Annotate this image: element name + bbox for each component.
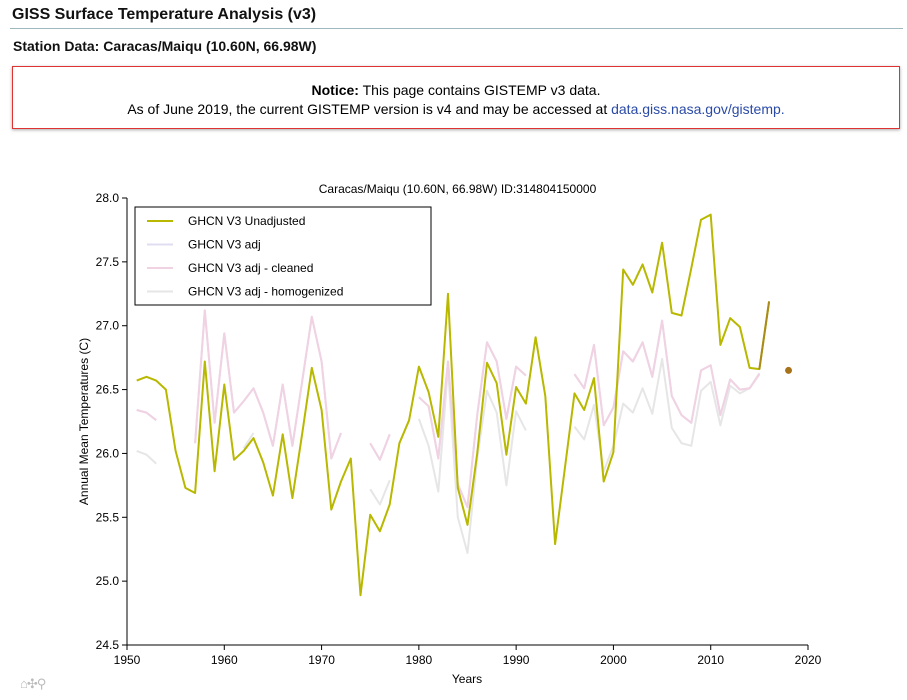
series-line-adj-cleaned bbox=[194, 309, 342, 460]
station-heading: Station Data: Caracas/Maiqu (10.60N, 66.… bbox=[13, 38, 317, 54]
legend-label: GHCN V3 adj - homogenized bbox=[188, 285, 343, 299]
series-line-homogenized bbox=[573, 357, 761, 473]
chart-title: Caracas/Maiqu (10.60N, 66.98W) ID:314804… bbox=[319, 182, 597, 196]
y-axis-title: Annual Mean Temperatures (C) bbox=[77, 338, 91, 505]
series-line-unadjusted bbox=[136, 213, 771, 597]
x-tick-label: 2000 bbox=[600, 653, 627, 667]
x-axis-title: Years bbox=[452, 672, 482, 686]
x-tick-label: 2020 bbox=[795, 653, 822, 667]
y-tick-label: 24.5 bbox=[96, 638, 120, 652]
series-line-homogenized bbox=[242, 432, 255, 449]
series-line-adj-cleaned bbox=[418, 341, 527, 509]
series-line-adj-cleaned bbox=[573, 319, 761, 427]
series-line-adj-cleaned bbox=[136, 409, 157, 421]
legend-label: GHCN V3 Unadjusted bbox=[188, 214, 305, 228]
notice-line-2: As of June 2019, the current GISTEMP ver… bbox=[13, 100, 899, 119]
notice-text: This page contains GISTEMP v3 data. bbox=[362, 82, 601, 98]
legend-box bbox=[134, 206, 432, 306]
y-tick-label: 28.0 bbox=[96, 191, 120, 205]
y-tick-label: 27.5 bbox=[96, 255, 120, 269]
x-tick-label: 1950 bbox=[114, 653, 141, 667]
series-tail-segment bbox=[758, 301, 771, 370]
series-line-adj-cleaned bbox=[369, 433, 391, 461]
series-line-adj bbox=[194, 309, 342, 460]
data-point bbox=[785, 366, 793, 374]
x-tick-label: 2010 bbox=[697, 653, 724, 667]
y-tick-label: 26.0 bbox=[96, 446, 120, 460]
x-tick-label: 1980 bbox=[406, 653, 433, 667]
legend-label: GHCN V3 adj - cleaned bbox=[188, 261, 313, 275]
x-tick-label: 1990 bbox=[503, 653, 530, 667]
notice-text-2: As of June 2019, the current GISTEMP ver… bbox=[127, 101, 608, 117]
y-tick-label: 27.0 bbox=[96, 319, 120, 333]
y-tick-label: 26.5 bbox=[96, 383, 120, 397]
notice-label: Notice: bbox=[311, 82, 359, 98]
chart-toolbar[interactable]: ⌂✣⚲ bbox=[20, 676, 46, 691]
x-tick-label: 1960 bbox=[211, 653, 238, 667]
series-line-homogenized bbox=[136, 449, 157, 465]
y-tick-label: 25.5 bbox=[96, 510, 120, 524]
series-line-homogenized bbox=[417, 366, 527, 554]
series-line-homogenized bbox=[369, 479, 391, 506]
gistemp-link[interactable]: data.giss.nasa.gov/gistemp. bbox=[611, 101, 785, 117]
notice-box: Notice: This page contains GISTEMP v3 da… bbox=[12, 66, 900, 129]
y-tick-label: 25.0 bbox=[96, 574, 120, 588]
legend-label: GHCN V3 adj bbox=[188, 238, 261, 252]
page-title: GISS Surface Temperature Analysis (v3) bbox=[12, 6, 317, 23]
title-divider bbox=[10, 28, 903, 29]
x-tick-label: 1970 bbox=[308, 653, 335, 667]
notice-line-1: Notice: This page contains GISTEMP v3 da… bbox=[13, 81, 899, 100]
